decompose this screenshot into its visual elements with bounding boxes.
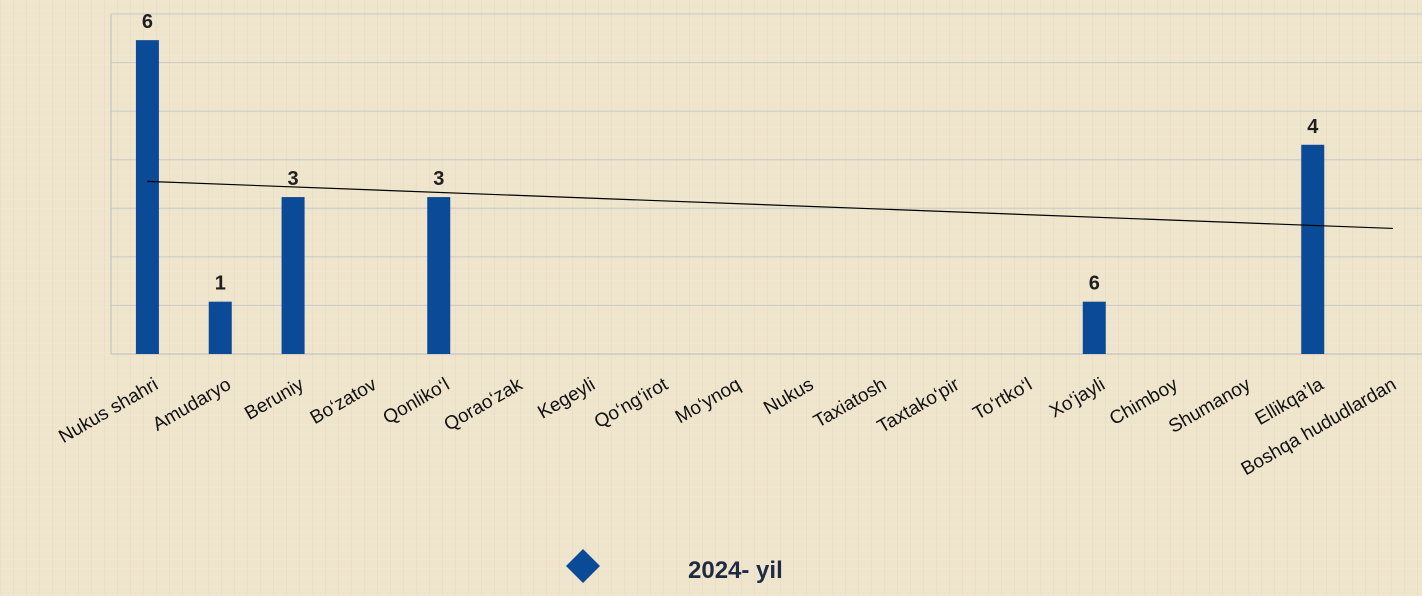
category-label: Nukus	[760, 374, 817, 419]
gridlines	[110, 13, 1422, 355]
legend: 2024- yil	[566, 549, 783, 584]
data-label: 6	[142, 11, 153, 33]
category-label: Qo‘ng‘irot	[591, 374, 673, 433]
bar	[427, 197, 451, 354]
data-label: 6	[1089, 273, 1100, 295]
bar	[1082, 301, 1106, 354]
data-label: 1	[215, 273, 226, 295]
trendline	[147, 180, 1394, 230]
data-label: 4	[1307, 116, 1319, 138]
bar	[208, 301, 232, 354]
bar	[281, 197, 305, 354]
data-labels: 6 1 3 3 6 4	[142, 11, 1319, 295]
legend-series-label: 2024- yil	[688, 557, 783, 584]
category-label: Xo‘jayli	[1046, 374, 1109, 422]
category-label: Mo‘ynoq	[672, 374, 745, 428]
trendline-line	[147, 180, 1394, 230]
data-label: 3	[433, 168, 444, 190]
category-label: To‘rtko‘l	[970, 374, 1036, 424]
bar	[1301, 144, 1325, 354]
category-label: Kegeyli	[534, 374, 598, 423]
category-label: Beruniy	[241, 374, 308, 425]
category-label: Bo‘zatov	[307, 374, 381, 429]
bars	[135, 40, 1325, 355]
category-label: Nukus shahri	[55, 374, 162, 448]
data-label: 3	[288, 168, 299, 190]
legend-marker-diamond	[566, 549, 600, 583]
category-label: Shumanoy	[1165, 374, 1255, 438]
bar	[135, 40, 159, 355]
category-label: Taxtako‘pir	[874, 374, 964, 438]
category-label: Qorao‘zak	[441, 374, 527, 436]
category-label: Amudaryo	[149, 374, 235, 435]
